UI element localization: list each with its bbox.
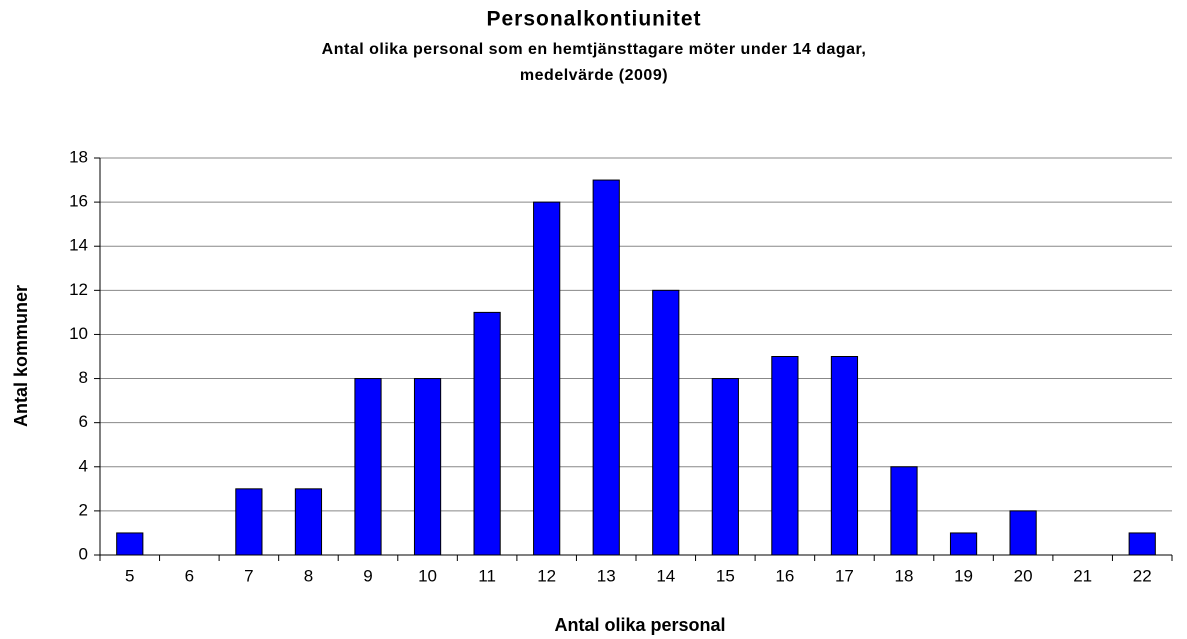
x-tick-label: 16 [775,566,794,585]
bar [533,201,561,556]
x-tick-label: 19 [954,566,973,585]
x-tick-label: 18 [895,566,914,585]
x-tick-label: 5 [125,566,134,585]
x-tick-label: 22 [1133,566,1152,585]
bar [652,289,680,556]
bar [473,311,501,556]
bar [354,378,382,556]
x-axis-label: Antal olika personal [554,615,725,635]
bar [949,532,978,556]
bar [1128,532,1156,556]
bar [294,488,323,556]
y-tick-label: 12 [69,280,88,299]
y-axis-label: Antal kommuner [11,285,31,427]
x-tick-label: 20 [1014,566,1033,585]
bar [235,488,263,556]
y-tick-label: 6 [79,412,88,431]
bar [413,378,442,556]
x-tick-label: 13 [597,566,616,585]
x-tick-label: 14 [656,566,675,585]
x-tick-label: 8 [304,566,313,585]
x-tick-label: 12 [537,566,556,585]
y-tick-label: 14 [69,236,88,255]
bar [592,179,620,556]
y-tick-label: 2 [79,500,88,519]
chart-subtitle: medelvärde (2009) [520,67,668,84]
bar [1009,510,1037,556]
bar [771,356,799,556]
x-tick-label: 7 [244,566,253,585]
x-tick-label: 21 [1073,566,1092,585]
x-tick-label: 17 [835,566,854,585]
y-tick-label: 8 [79,368,88,387]
bar [830,356,859,556]
y-tick-label: 16 [69,192,88,211]
bar [116,532,144,556]
bar [890,466,918,556]
x-tick-label: 11 [478,566,496,585]
y-tick-label: 18 [69,147,88,166]
bar [711,378,739,556]
y-tick-label: 4 [79,456,88,475]
chart-title: Personalkontiunitet [486,8,701,31]
x-tick-label: 15 [716,566,735,585]
x-tick-label: 6 [185,566,194,585]
x-tick-label: 10 [418,566,437,585]
y-tick-label: 0 [79,544,88,563]
chart-subtitle: Antal olika personal som en hemtjänsttag… [322,41,867,58]
x-tick-label: 9 [363,566,372,585]
y-tick-label: 10 [69,324,88,343]
